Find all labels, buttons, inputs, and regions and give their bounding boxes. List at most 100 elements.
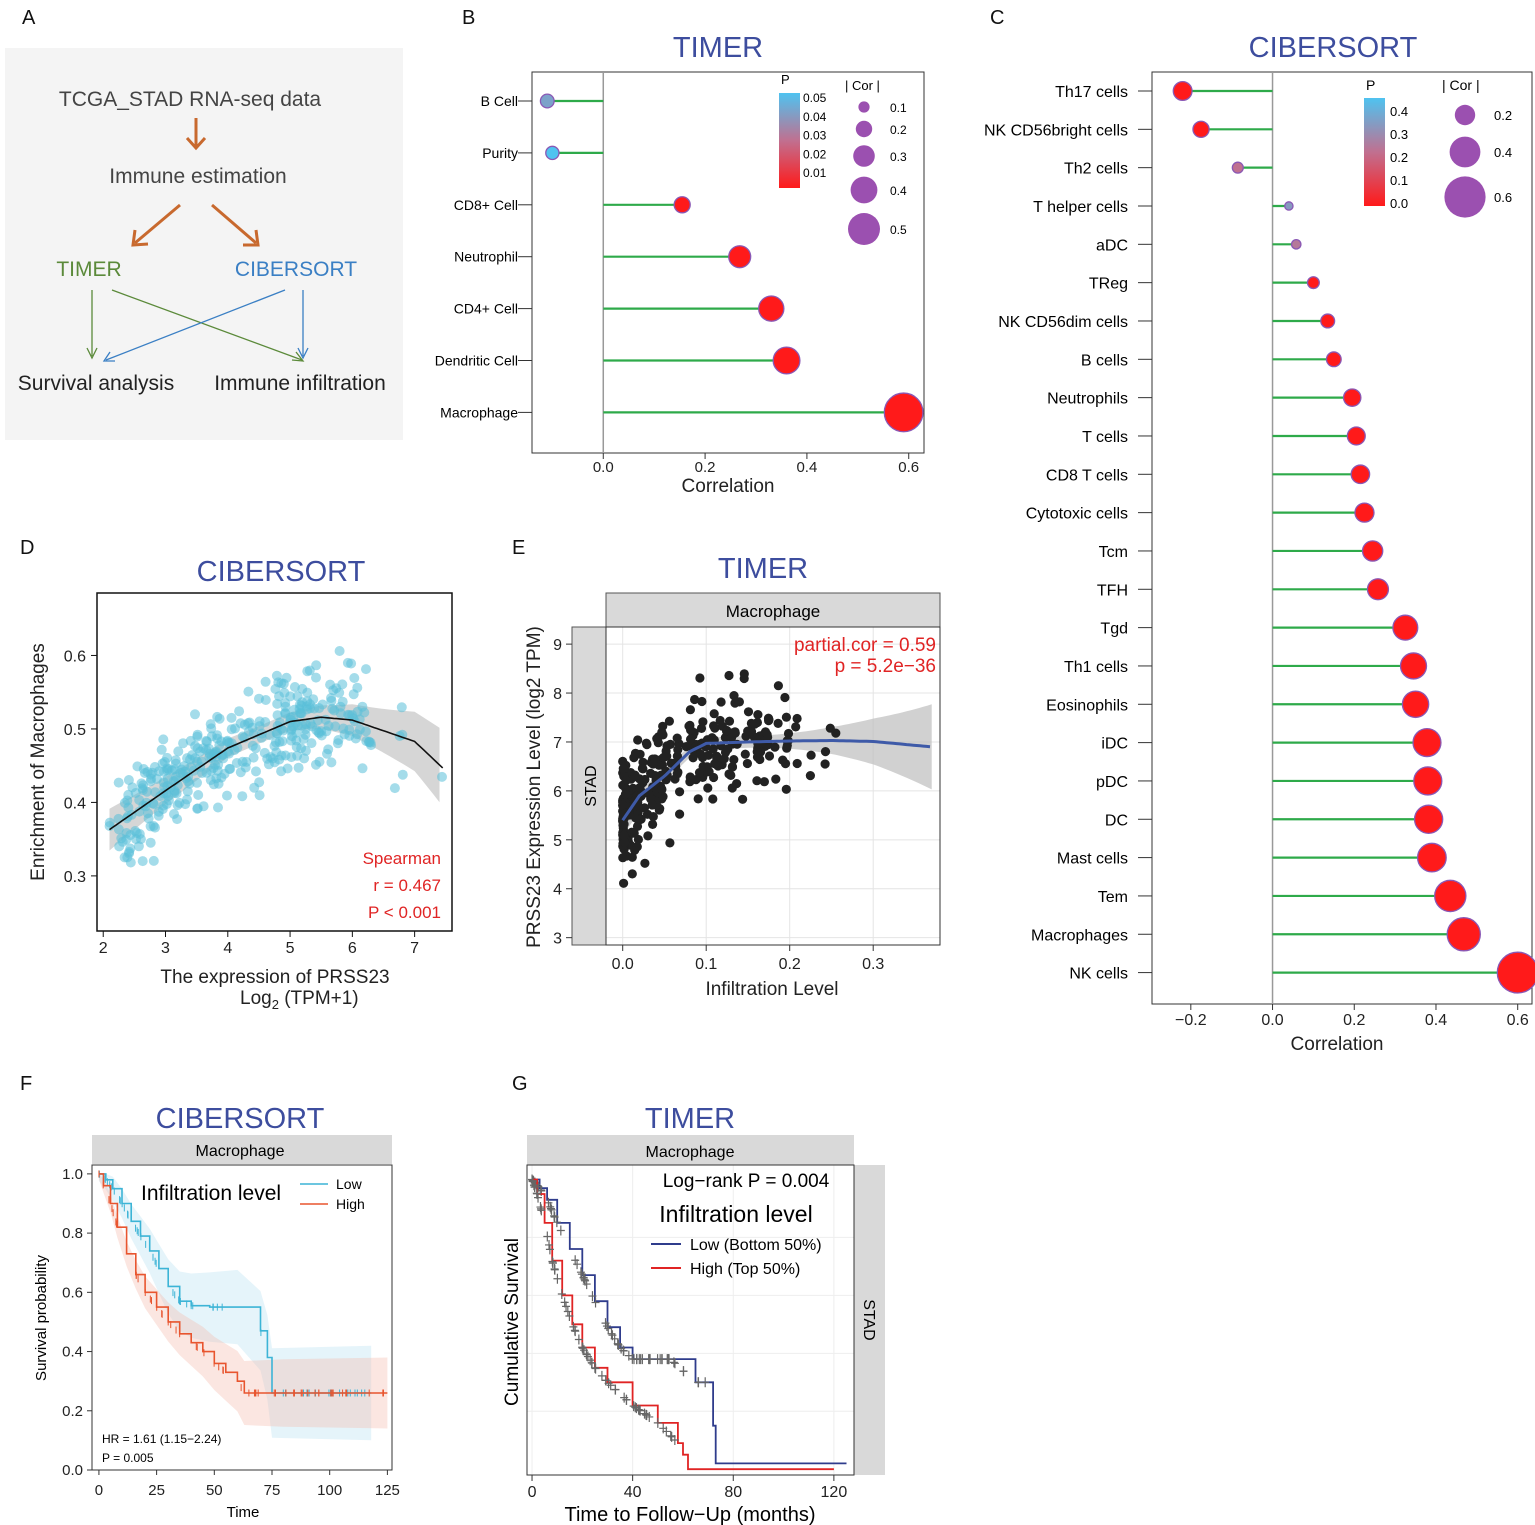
chart-e-point — [635, 782, 645, 793]
chart-d-point — [260, 676, 271, 687]
chart-e-strip-top-label: Macrophage — [726, 602, 821, 621]
chart-e-point — [760, 727, 771, 737]
chart-e-point — [722, 725, 732, 736]
chart-f-y-tick-label: 0.4 — [62, 1344, 83, 1361]
chart-g-censor-mark — [670, 1358, 679, 1369]
chart-d-point — [334, 646, 345, 656]
chart-e-point — [633, 735, 643, 745]
chart-b-x-ticks: 0.0 0.2 0.4 0.6 — [593, 453, 919, 476]
chart-d-point — [354, 724, 365, 735]
chart-d-point — [182, 794, 192, 805]
chart-c-category-label: Neutrophils — [1047, 391, 1128, 408]
chart-f-title: CIBERSORT — [156, 1103, 325, 1135]
chart-d-point — [332, 738, 343, 749]
chart-d-x-tick-label: 3 — [161, 940, 170, 957]
chart-e-point — [724, 716, 735, 726]
chart-e-point — [739, 669, 749, 679]
chart-g-censor-mark — [560, 1297, 569, 1308]
chart-d-annot-2: r = 0.467 — [373, 876, 441, 895]
chart-c-dot — [1496, 951, 1535, 994]
chart-g-curve-low — [532, 1178, 847, 1465]
chart-d-point — [185, 735, 196, 746]
chart-d-point — [172, 800, 183, 811]
chart-e-point — [618, 800, 628, 810]
chart-d-point — [260, 695, 271, 705]
chart-c-category-label: Th17 cells — [1055, 84, 1128, 101]
chart-f-legend-low: Low — [336, 1176, 363, 1192]
chart-g-censor-mark — [587, 1357, 596, 1368]
flow-node-immune: Immune estimation — [109, 165, 286, 188]
chart-e-title: TIMER — [718, 553, 808, 585]
chart-b-legend-p-ticks: 0.05 0.04 0.03 0.02 0.01 — [803, 91, 827, 180]
chart-d-point — [237, 756, 248, 767]
chart-d-point — [328, 685, 339, 696]
chart-c-category-label: Th1 cells — [1064, 659, 1128, 676]
chart-e-point — [729, 755, 739, 765]
chart-e-point — [658, 721, 668, 731]
chart-d-point — [184, 778, 195, 789]
chart-g-x-tick-label: 40 — [624, 1484, 642, 1501]
chart-c-dot — [1342, 388, 1362, 407]
chart-e-point — [638, 764, 648, 774]
chart-f-legend-high: High — [336, 1196, 365, 1212]
chart-e-point — [627, 869, 637, 879]
chart-e-y-tick-label: 5 — [553, 833, 562, 850]
chart-c-category-label: NK cells — [1069, 966, 1128, 983]
chart-b-title: TIMER — [673, 32, 763, 64]
chart-d-point — [182, 753, 193, 764]
chart-d-point — [158, 734, 169, 745]
chart-d-point — [104, 817, 115, 828]
chart-d-point — [182, 786, 193, 797]
chart-e-x-label: Infiltration Level — [705, 979, 838, 1000]
chart-d-point — [192, 803, 203, 814]
chart-g-censor-mark — [601, 1375, 610, 1386]
chart-d-fit — [109, 716, 444, 831]
chart-c-legend-p-tick: 0.1 — [1390, 173, 1408, 188]
chart-c-frame — [1151, 71, 1533, 1005]
chart-d-point — [396, 702, 407, 713]
chart-e-y-tick-label: 3 — [553, 931, 562, 948]
chart-d-fit-line — [109, 716, 444, 831]
chart-d-point — [279, 687, 290, 698]
chart-d-point — [139, 768, 150, 778]
chart-g-censor-mark — [604, 1323, 613, 1334]
chart-d-point — [156, 744, 167, 755]
chart-e-point — [685, 772, 695, 782]
chart-e-point — [764, 715, 774, 725]
chart-c-x-tick-label: 0.4 — [1425, 1012, 1447, 1029]
chart-e-y-tick-label: 7 — [553, 735, 562, 752]
chart-d-point — [280, 750, 291, 761]
chart-e-point — [708, 744, 718, 754]
chart-d-point — [270, 684, 281, 694]
chart-g-x-label: Time to Follow−Up (months) — [565, 1504, 816, 1525]
chart-d-point — [271, 747, 282, 758]
chart-c-dot — [1350, 464, 1371, 485]
chart-d-point — [149, 762, 160, 772]
chart-e-fit-line — [621, 739, 931, 822]
chart-c-dot — [1290, 238, 1302, 250]
chart-b-legend-cor-dot — [853, 145, 875, 167]
chart-b-legend-cor-label: 0.3 — [890, 150, 907, 164]
chart-e-point — [630, 748, 641, 758]
chart-d-point — [314, 756, 325, 767]
chart-d-point — [304, 665, 315, 676]
chart-d-point — [113, 824, 124, 835]
chart-c-dot — [1434, 879, 1467, 913]
chart-e-point — [636, 814, 646, 824]
chart-e-point — [740, 749, 750, 759]
chart-b-legend-p-bar — [779, 93, 800, 188]
chart-c-legend-cor-title: | Cor | — [1442, 77, 1480, 93]
chart-g-censor-mark — [591, 1297, 600, 1308]
chart-e-point — [755, 754, 765, 765]
chart-e-point — [752, 747, 762, 757]
chart-d-point — [212, 733, 223, 744]
chart-b-legend-p-tick: 0.03 — [803, 129, 827, 143]
chart-d-point — [306, 738, 317, 749]
chart-g-censor-mark — [669, 1357, 678, 1368]
flow-arrows-orange — [131, 118, 260, 247]
chart-g-censor-mark — [543, 1231, 552, 1242]
panel-label-f: F — [20, 1073, 32, 1095]
chart-e-point — [619, 830, 629, 840]
chart-e-point — [752, 776, 762, 786]
chart-d-title: CIBERSORT — [197, 556, 366, 588]
